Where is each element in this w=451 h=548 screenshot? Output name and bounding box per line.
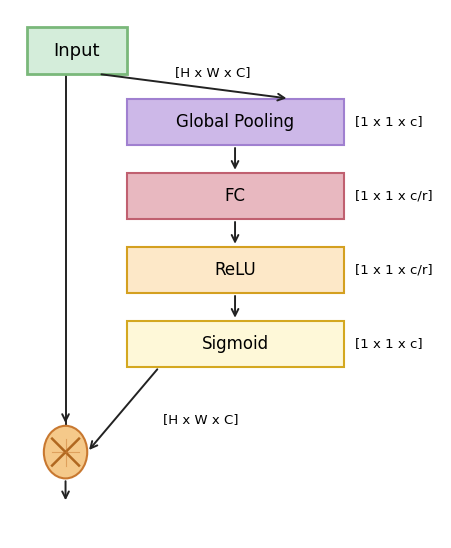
Text: Global Pooling: Global Pooling <box>175 113 294 131</box>
Text: [H x W x C]: [H x W x C] <box>162 413 238 426</box>
FancyBboxPatch shape <box>126 321 343 367</box>
Text: [1 x 1 x c]: [1 x 1 x c] <box>354 338 422 350</box>
FancyBboxPatch shape <box>27 27 126 74</box>
Text: [1 x 1 x c/r]: [1 x 1 x c/r] <box>354 190 432 202</box>
Text: Input: Input <box>54 42 100 60</box>
Text: [1 x 1 x c/r]: [1 x 1 x c/r] <box>354 264 432 276</box>
Text: Sigmoid: Sigmoid <box>201 335 268 353</box>
Circle shape <box>44 426 87 478</box>
Text: ReLU: ReLU <box>214 261 255 279</box>
Text: [1 x 1 x c]: [1 x 1 x c] <box>354 116 422 128</box>
Text: [H x W x C]: [H x W x C] <box>174 66 250 79</box>
FancyBboxPatch shape <box>126 173 343 219</box>
FancyBboxPatch shape <box>126 247 343 293</box>
Text: FC: FC <box>224 187 245 205</box>
FancyBboxPatch shape <box>126 99 343 145</box>
